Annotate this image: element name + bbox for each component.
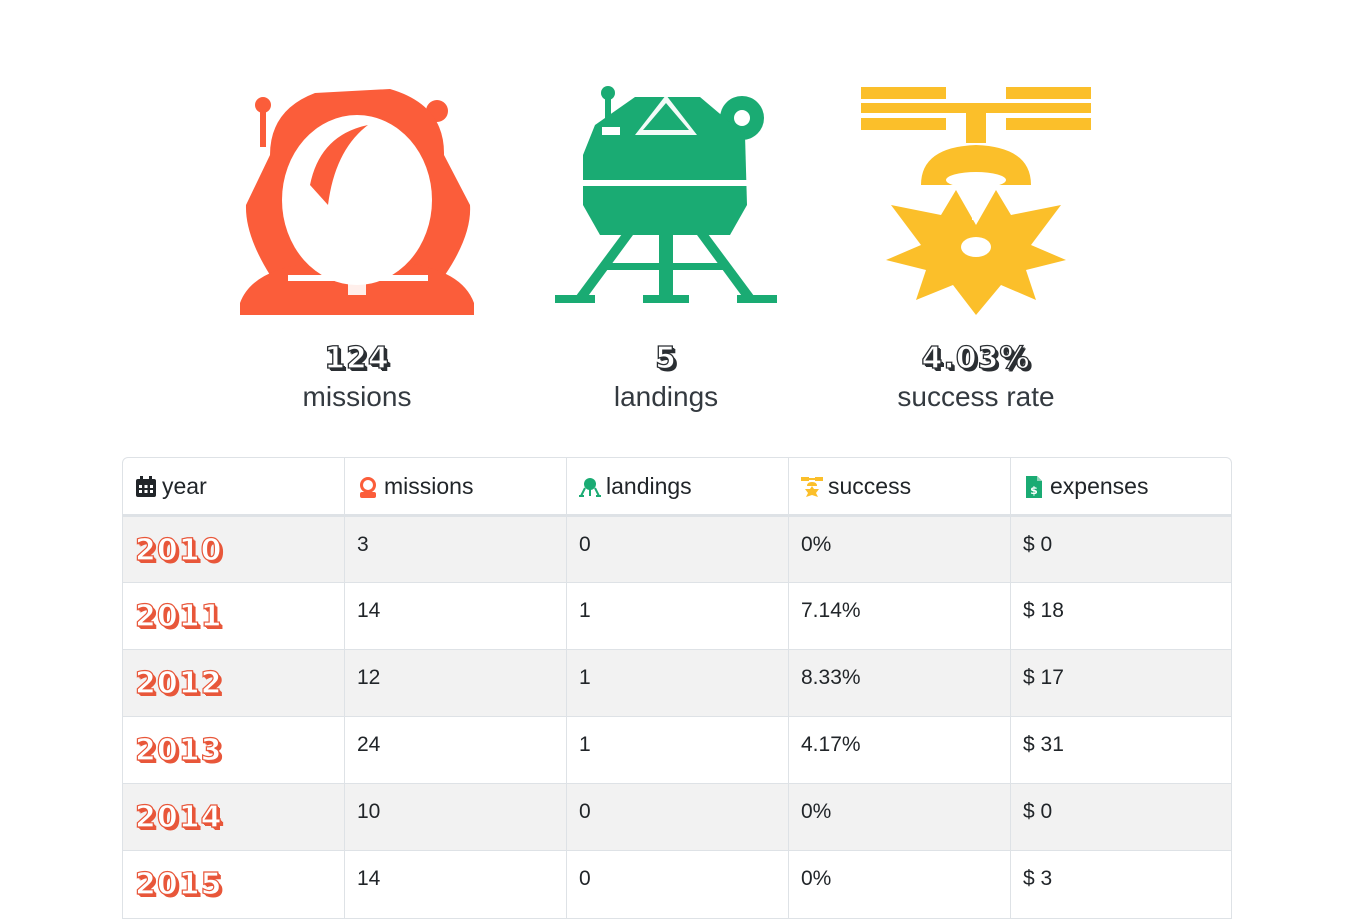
expenses-column-header[interactable]: $ expenses	[1010, 458, 1231, 517]
missions-cell: 24	[344, 716, 567, 784]
landings-cell: 1	[566, 582, 789, 650]
missions-cell: 14	[344, 582, 567, 650]
missions-table-container: year missions landings success	[122, 457, 1232, 919]
table-row: 2012 12 1 8.33% $ 17	[123, 649, 1231, 717]
table-row: 2013 24 1 4.17% $ 31	[123, 716, 1231, 784]
invoice-dollar-icon: $	[1023, 475, 1045, 498]
success-cell: 4.17%	[788, 716, 1011, 784]
missions-column-header[interactable]: missions	[344, 458, 567, 517]
success-cell: 0%	[788, 515, 1011, 583]
missions-stat: 124 missions	[227, 85, 487, 415]
year-cell: 2013	[123, 716, 345, 784]
expenses-cell: $ 17	[1010, 649, 1231, 717]
calendar-icon	[135, 475, 157, 498]
year-column-header[interactable]: year	[123, 458, 345, 517]
success-stat: 4.03% success rate	[846, 85, 1106, 415]
missions-cell: 14	[344, 850, 567, 918]
year-cell: 2014	[123, 783, 345, 851]
missions-table: year missions landings success	[123, 458, 1231, 918]
stats-section: 124 missions	[0, 85, 1353, 430]
astronaut-helmet-icon	[227, 85, 487, 315]
table-row: 2015 14 0 0% $ 3	[123, 850, 1231, 918]
expenses-cell: $ 31	[1010, 716, 1231, 784]
expenses-cell: $ 18	[1010, 582, 1231, 650]
success-rate-value: 4.03%	[921, 340, 1031, 376]
success-cell: 0%	[788, 783, 1011, 851]
year-header-label: year	[162, 472, 207, 499]
satellite-icon	[801, 476, 823, 498]
table-row: 2011 14 1 7.14% $ 18	[123, 582, 1231, 650]
missions-cell: 12	[344, 649, 567, 717]
year-cell: 2011	[123, 582, 345, 650]
landings-column-header[interactable]: landings	[566, 458, 789, 517]
lunar-lander-icon	[536, 85, 796, 315]
year-cell: 2015	[123, 850, 345, 918]
expenses-cell: $ 3	[1010, 850, 1231, 918]
expenses-cell: $ 0	[1010, 515, 1231, 583]
lander-icon	[579, 476, 601, 498]
missions-cell: 10	[344, 783, 567, 851]
expenses-header-label: expenses	[1050, 472, 1149, 499]
missions-header-label: missions	[384, 472, 474, 499]
success-column-header[interactable]: success	[788, 458, 1011, 517]
landings-label: landings	[613, 381, 719, 412]
success-cell: 0%	[788, 850, 1011, 918]
expenses-cell: $ 0	[1010, 783, 1231, 851]
landings-cell: 1	[566, 716, 789, 784]
landings-count: 5	[654, 340, 677, 376]
table-row: 2010 3 0 0% $ 0	[123, 515, 1231, 583]
landings-header-label: landings	[606, 472, 692, 499]
landings-cell: 0	[566, 850, 789, 918]
success-cell: 8.33%	[788, 649, 1011, 717]
year-cell: 2010	[123, 515, 345, 583]
table-header-row: year missions landings success	[123, 458, 1231, 517]
landings-cell: 0	[566, 783, 789, 851]
landings-cell: 0	[566, 515, 789, 583]
missions-cell: 3	[344, 515, 567, 583]
table-row: 2014 10 0 0% $ 0	[123, 783, 1231, 851]
satellite-crash-icon	[846, 85, 1106, 315]
year-cell: 2012	[123, 649, 345, 717]
success-header-label: success	[828, 472, 912, 499]
success-cell: 7.14%	[788, 582, 1011, 650]
svg-text:$: $	[1030, 484, 1038, 497]
landings-stat: 5 landings	[536, 85, 796, 415]
landings-cell: 1	[566, 649, 789, 717]
missions-count: 124	[324, 340, 390, 376]
missions-label: missions	[302, 381, 412, 412]
success-rate-label: success rate	[897, 381, 1055, 412]
astronaut-icon	[357, 476, 379, 498]
